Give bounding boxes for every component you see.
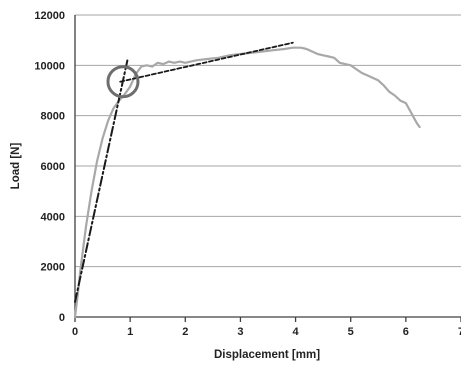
x-tick-label-6: 6 <box>403 326 409 338</box>
x-tick-label-4: 4 <box>293 326 300 338</box>
y-tick-label-6000: 6000 <box>41 161 65 173</box>
x-tick-label-2: 2 <box>182 326 188 338</box>
x-tick-label-5: 5 <box>348 326 354 338</box>
y-tick-label-8000: 8000 <box>41 111 65 123</box>
y-tick-label-2000: 2000 <box>41 262 65 274</box>
x-tick-label-0: 0 <box>72 326 78 338</box>
x-tick-label-3: 3 <box>237 326 243 338</box>
axes <box>74 15 461 322</box>
y-tick-label-0: 0 <box>59 312 65 324</box>
data-series <box>73 41 421 319</box>
y-axis-title: Load [N] <box>10 143 22 190</box>
y-tick-label-12000: 12000 <box>34 10 65 22</box>
x-tick-label-1: 1 <box>127 326 133 338</box>
series-dashed-line <box>119 41 294 83</box>
yield-point-circle <box>106 65 140 99</box>
tick-labels: 0 2000 4000 6000 8000 10000 12000 0 1 2 3 4 5 6 7 <box>34 10 461 338</box>
series-solid-line <box>73 46 421 319</box>
x-tick-label-7: 7 <box>458 326 461 338</box>
y-tick-label-10000: 10000 <box>34 60 65 72</box>
gridlines <box>75 14 461 268</box>
series-dash-dot-line <box>74 59 129 303</box>
y-tick-label-4000: 4000 <box>41 211 65 223</box>
annotations <box>106 65 140 99</box>
x-axis-title: Displacement [mm] <box>214 349 320 361</box>
